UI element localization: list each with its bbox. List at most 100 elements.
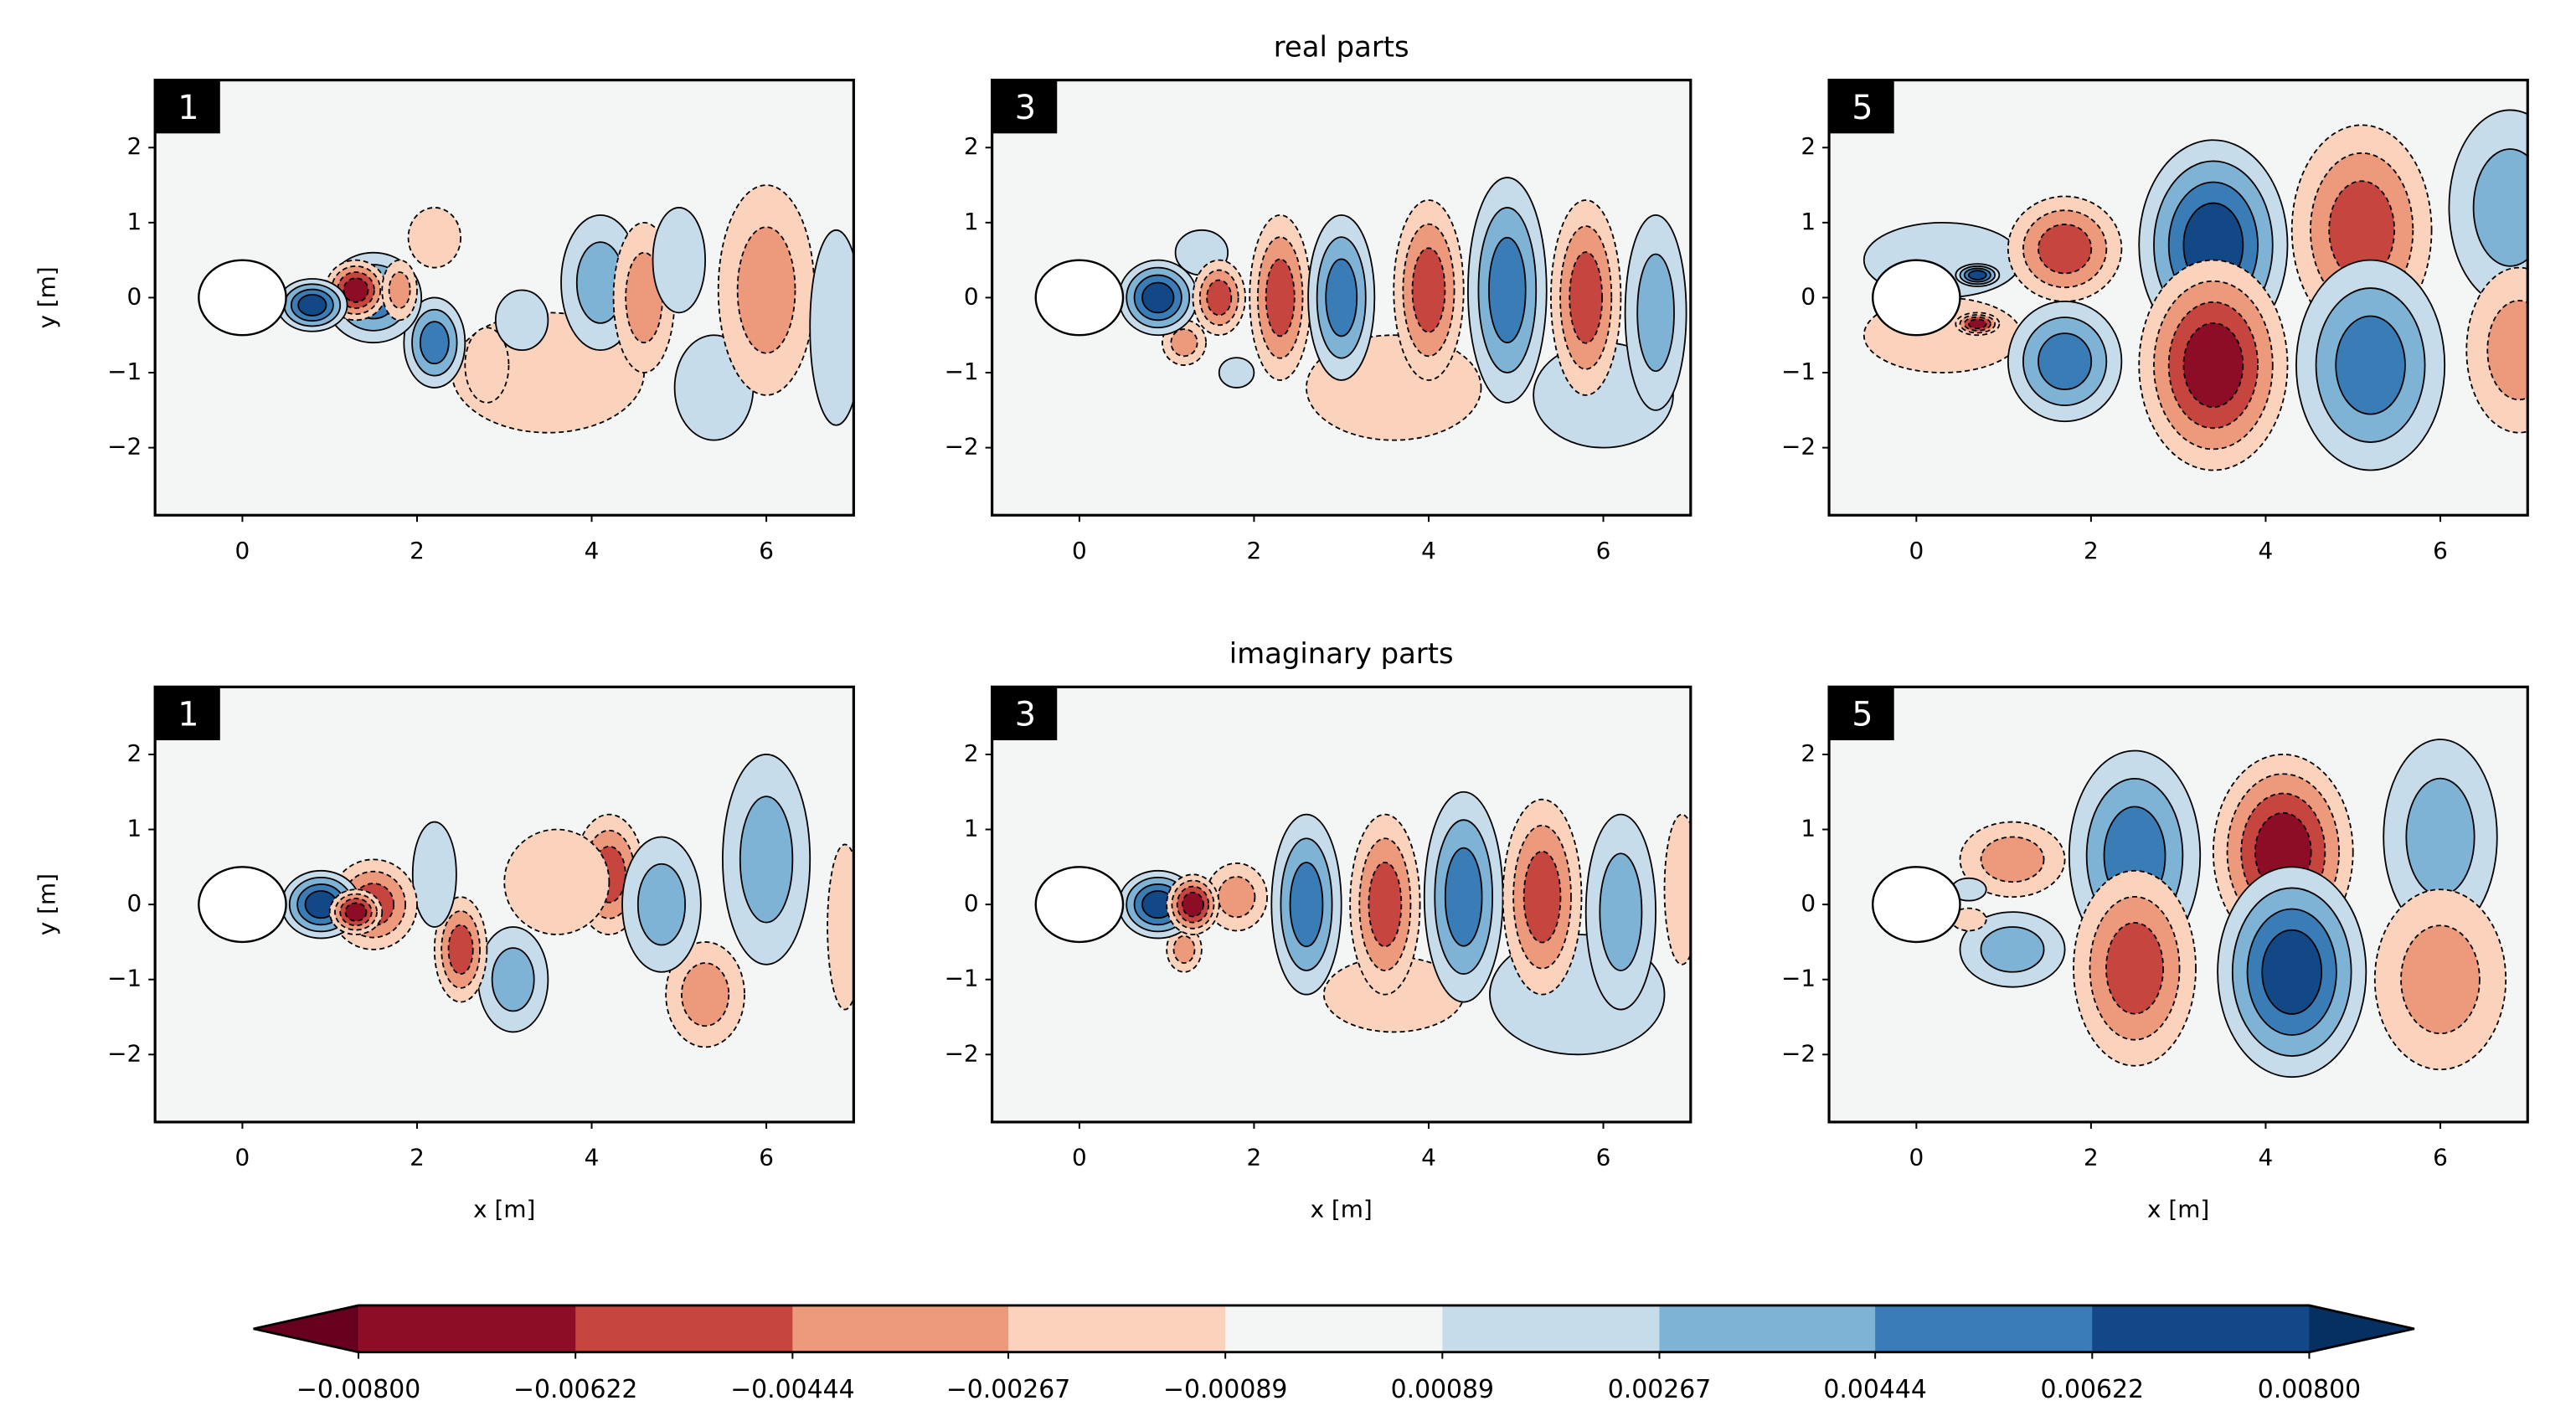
- colorbar-tick-label: −0.00800: [296, 1375, 421, 1404]
- panel-label: 3: [1015, 696, 1036, 734]
- panel-label: 5: [1852, 89, 1873, 127]
- y-tick-label: −1: [107, 358, 142, 385]
- label-box: [155, 687, 220, 741]
- colorbar-band: [1442, 1305, 1661, 1352]
- colorbar-extend-max: [2309, 1305, 2414, 1352]
- y-tick-label: −1: [1781, 965, 1816, 992]
- y-axis-label: y [m]: [33, 873, 61, 935]
- y-tick-label: −2: [107, 1039, 142, 1067]
- contour-field: [1034, 177, 1687, 449]
- contour-field: [1034, 790, 1691, 1056]
- panel-label: 1: [178, 696, 198, 734]
- contour-region: [681, 962, 730, 1027]
- colorbar-band: [358, 1305, 577, 1352]
- contour-region: [1663, 813, 1691, 965]
- colorbar-tick-label: 0.00089: [1391, 1375, 1494, 1404]
- contour-region: [447, 924, 474, 976]
- x-tick-label: 6: [2433, 1144, 2448, 1171]
- x-tick-label: 0: [1909, 537, 1924, 564]
- colorbar-band: [575, 1305, 794, 1352]
- panel: 1 0 2 4 6 −2 −1 0 1 2 y [m]: [33, 79, 855, 564]
- panel-label: 3: [1015, 89, 1036, 127]
- contour-region: [739, 796, 794, 924]
- cylinder: [1872, 866, 1961, 944]
- contour-region: [1968, 270, 1987, 281]
- contour-region: [344, 902, 368, 922]
- contour-field: [1862, 109, 2528, 471]
- contour-field: [198, 184, 854, 441]
- label-box: [155, 80, 220, 134]
- y-tick-label: 0: [964, 889, 979, 917]
- contour-region: [1488, 236, 1527, 344]
- y-tick-label: 0: [1801, 889, 1816, 917]
- contour-region: [1206, 279, 1233, 317]
- y-tick-label: −2: [1781, 433, 1816, 461]
- x-tick-label: 0: [235, 537, 250, 564]
- colorbar-tick-label: −0.00267: [946, 1375, 1071, 1404]
- contour-region: [1636, 253, 1675, 373]
- x-axis-label: x [m]: [1311, 1195, 1373, 1223]
- x-tick-label: 0: [1909, 1144, 1924, 1171]
- x-tick-label: 4: [1421, 1144, 1436, 1171]
- contour-region: [343, 277, 369, 303]
- colorbar-tick-label: −0.00089: [1163, 1375, 1288, 1404]
- x-tick-label: 2: [1247, 537, 1262, 564]
- contour-region: [2328, 180, 2395, 281]
- y-tick-label: 2: [1801, 132, 1816, 160]
- x-tick-label: 4: [585, 1144, 600, 1171]
- colorbar-tick-label: 0.00444: [1823, 1375, 1926, 1404]
- contour-region: [1172, 935, 1196, 964]
- cylinder: [1034, 259, 1125, 337]
- colorbar-band: [1659, 1305, 1877, 1352]
- x-tick-label: 6: [1596, 1144, 1611, 1171]
- x-tick-label: 2: [410, 537, 425, 564]
- contour-region: [503, 828, 611, 935]
- x-axis-label: x [m]: [2147, 1195, 2209, 1223]
- contour-region: [1368, 862, 1403, 948]
- y-tick-label: 2: [964, 739, 979, 767]
- y-tick-label: 1: [964, 208, 979, 235]
- contour-region: [1980, 836, 2045, 883]
- y-tick-label: −1: [107, 965, 142, 992]
- contour-region: [636, 862, 687, 946]
- contour-field: [198, 754, 854, 1048]
- y-tick-label: −1: [945, 965, 979, 992]
- x-tick-label: 6: [2433, 537, 2448, 564]
- colorbar-band: [792, 1305, 1010, 1352]
- cylinder: [198, 866, 287, 944]
- colorbar-tick-label: −0.00444: [730, 1375, 855, 1404]
- panel: 3 0 2 4 6 −2 −1 0 1 2 imaginary parts x [m]: [945, 637, 1692, 1223]
- contour-region: [1569, 251, 1604, 344]
- x-tick-label: 6: [759, 1144, 774, 1171]
- contour-region: [1444, 847, 1483, 947]
- y-axis-label: y [m]: [33, 266, 61, 328]
- contour-region: [2472, 148, 2528, 267]
- x-tick-label: 2: [410, 1144, 425, 1171]
- y-tick-label: 0: [964, 282, 979, 310]
- contour-region: [1217, 876, 1256, 919]
- panel: 1 0 2 4 6 −2 −1 0 1 2 x [m] y [m]: [33, 685, 855, 1223]
- label-box: [992, 80, 1058, 134]
- y-tick-label: 1: [964, 815, 979, 842]
- y-tick-label: 2: [126, 132, 142, 160]
- y-tick-label: −1: [945, 358, 979, 385]
- contour-region: [491, 947, 535, 1012]
- contour-region: [1265, 258, 1296, 337]
- contour-region: [1980, 926, 2045, 973]
- contour-region: [407, 207, 462, 269]
- panel: 5 0 2 4 6 −2 −1 0 1 2: [1781, 79, 2529, 564]
- y-tick-label: −2: [945, 1039, 979, 1067]
- label-box: [1829, 80, 1894, 134]
- x-tick-label: 2: [1247, 1144, 1262, 1171]
- x-tick-label: 0: [1072, 1144, 1087, 1171]
- y-tick-label: −2: [1781, 1039, 1816, 1067]
- colorbar-tick-label: 0.00267: [1608, 1375, 1711, 1404]
- contour-region: [2038, 332, 2093, 390]
- y-tick-label: 2: [126, 739, 142, 767]
- contour-region: [297, 293, 327, 317]
- contour-region: [652, 207, 706, 314]
- contour-region: [1325, 258, 1358, 337]
- x-axis-label: x [m]: [473, 1195, 535, 1223]
- colorbar-band: [2092, 1305, 2311, 1352]
